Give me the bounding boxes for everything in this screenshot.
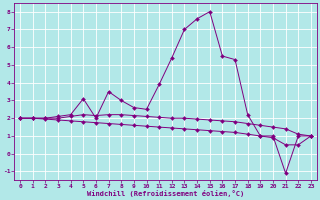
X-axis label: Windchill (Refroidissement éolien,°C): Windchill (Refroidissement éolien,°C) bbox=[87, 190, 244, 197]
